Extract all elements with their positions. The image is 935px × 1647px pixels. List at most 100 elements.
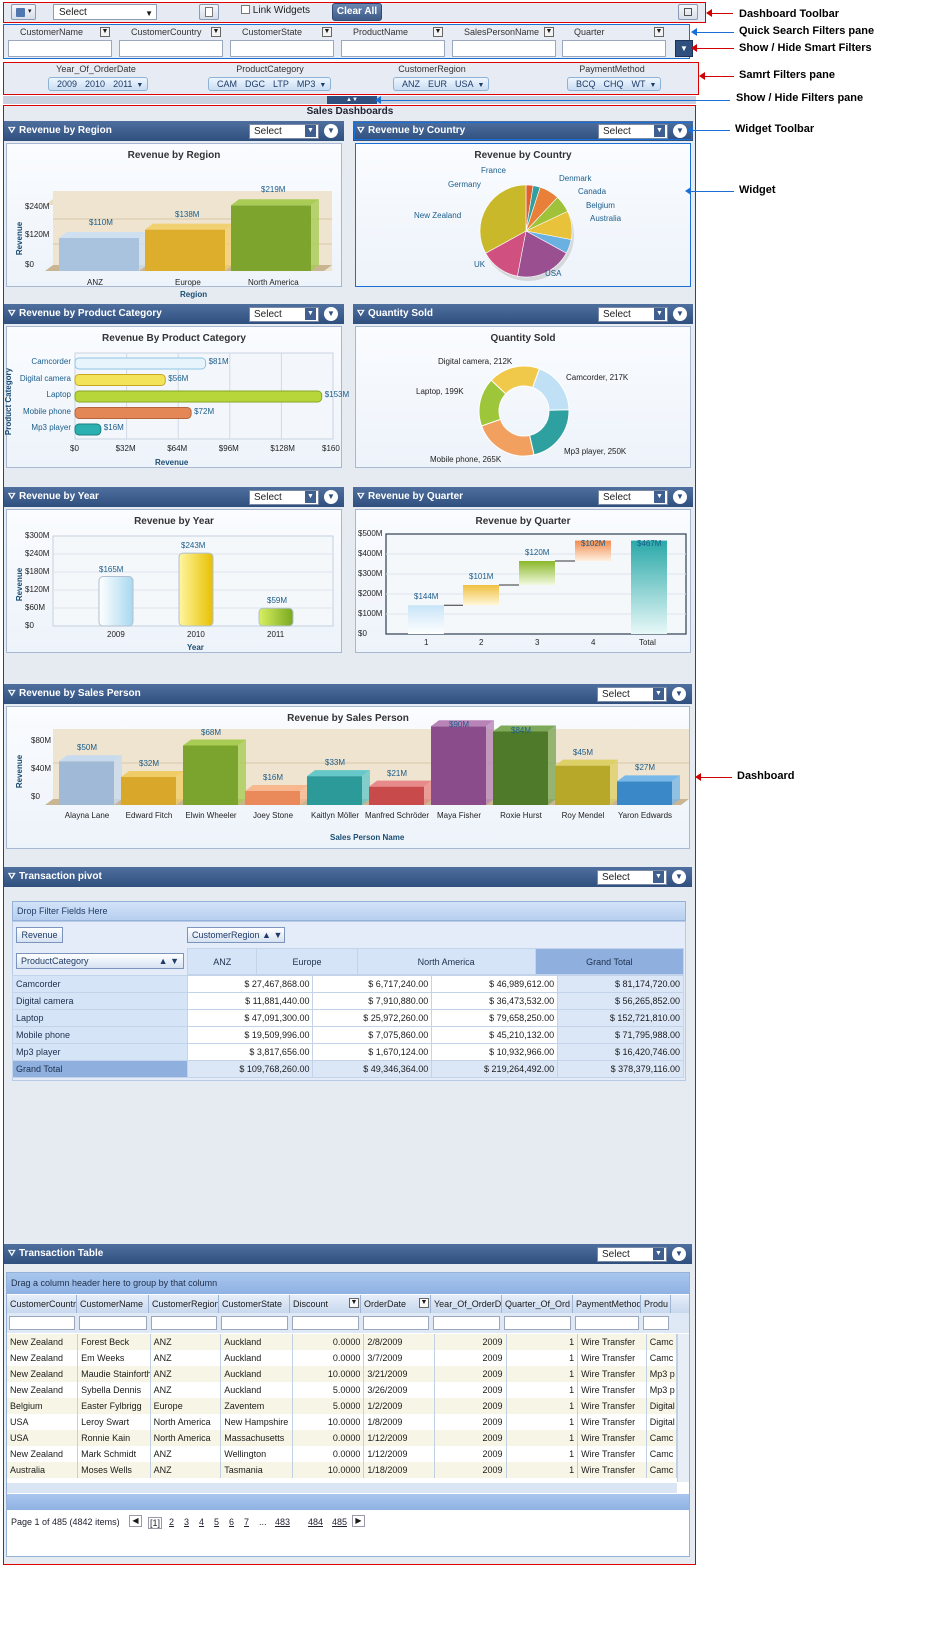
year-chart <box>52 535 334 627</box>
filter-menu-button[interactable]: ▼ <box>322 27 332 37</box>
page-link[interactable]: [1] <box>148 1517 163 1529</box>
widget-menu-button[interactable]: ▼ <box>324 307 338 321</box>
page-link[interactable]: 2 <box>169 1517 175 1527</box>
show-hide-filters-button[interactable]: ▲▼ <box>327 96 377 104</box>
table-row[interactable]: New Zealand Mark Schmidt ANZ Wellington 0.00… <box>7 1446 678 1462</box>
column-filter-input[interactable] <box>79 1316 147 1330</box>
filter-menu-button[interactable]: ▼ <box>654 27 664 37</box>
column-header[interactable]: Year_Of_OrderD <box>431 1295 502 1313</box>
table-row[interactable]: New Zealand Maudie Stainforth ANZ Auckland 1… <box>7 1366 678 1382</box>
restore-button[interactable] <box>678 4 698 20</box>
widget-select[interactable]: Select▼ <box>249 307 319 322</box>
table-cell: 3/21/2009 <box>363 1366 435 1382</box>
table-row[interactable]: New Zealand Forest Beck ANZ Auckland 0.0000 2… <box>7 1334 678 1350</box>
prev-page-button[interactable]: ◀ <box>129 1515 142 1527</box>
column-header[interactable]: OrderDate <box>361 1295 431 1313</box>
widget-select[interactable]: Select▼ <box>249 490 319 505</box>
show-hide-smart-filters-button[interactable]: ▼ <box>675 40 693 57</box>
filter-menu-button[interactable]: ▼ <box>419 1298 429 1308</box>
vertical-scrollbar[interactable] <box>677 1334 689 1482</box>
column-header[interactable]: Discount <box>290 1295 361 1313</box>
smart-filter-values[interactable]: CAM DGC LTP MP3 ▼ <box>208 77 332 91</box>
quick-filter-input[interactable] <box>8 40 112 57</box>
dashboard-select[interactable]: Select ▼ <box>53 4 157 20</box>
column-header[interactable]: Produ <box>641 1295 671 1313</box>
column-filter-input[interactable] <box>363 1316 429 1330</box>
widget-menu-button[interactable]: ▼ <box>672 1247 686 1261</box>
column-header[interactable]: CustomerRegion <box>149 1295 219 1313</box>
widget-menu-button[interactable]: ▼ <box>672 870 686 884</box>
link-widgets-toggle[interactable]: Link Widgets <box>241 5 310 16</box>
widget-select[interactable]: Select▼ <box>249 124 319 139</box>
widget-body: Revenue By Product Category Camcorder Digi… <box>4 326 349 468</box>
widget-menu-button[interactable]: ▼ <box>673 124 687 138</box>
column-filter-input[interactable] <box>9 1316 75 1330</box>
table-row[interactable]: New Zealand Sybella Dennis ANZ Auckland 5.00… <box>7 1382 678 1398</box>
page-link[interactable]: 3 <box>184 1517 190 1527</box>
smart-filter-values[interactable]: ANZ EUR USA ▼ <box>393 77 490 91</box>
column-filter-input[interactable] <box>575 1316 639 1330</box>
smart-filter-values[interactable]: 2009 2010 2011 ▼ <box>48 77 149 91</box>
quick-filter-input[interactable] <box>562 40 666 57</box>
page-link[interactable]: 484 <box>308 1517 324 1527</box>
column-header[interactable]: CustomerCountr <box>7 1295 77 1313</box>
next-page-button[interactable]: ▶ <box>352 1515 365 1527</box>
table-row[interactable]: USA Leroy Swart North America New Hampshire… <box>7 1414 678 1430</box>
page-link[interactable]: 4 <box>199 1517 205 1527</box>
page-link[interactable]: 6 <box>229 1517 235 1527</box>
table-cell: Maudie Stainforth <box>77 1366 151 1382</box>
pivot-row: Mobile phone $ 19,509,996.00 $ 7,075,860.0… <box>12 1026 684 1044</box>
quick-filter-input[interactable] <box>119 40 223 57</box>
widget-select[interactable]: Select▼ <box>598 307 668 322</box>
widget-menu-button[interactable]: ▼ <box>324 490 338 504</box>
table-row[interactable]: Australia Moses Wells ANZ Tasmania 10.0000 1/… <box>7 1462 678 1478</box>
table-row[interactable]: USA Ronnie Kain North America Massachusetts… <box>7 1430 678 1446</box>
widget-menu-button[interactable]: ▼ <box>673 490 687 504</box>
widget-menu-button[interactable]: ▼ <box>673 307 687 321</box>
widget-menu-button[interactable]: ▼ <box>672 687 686 701</box>
column-header[interactable]: CustomerName <box>77 1295 149 1313</box>
widget-menu-button[interactable]: ▼ <box>324 124 338 138</box>
column-filter-input[interactable] <box>504 1316 571 1330</box>
column-header[interactable]: PaymentMethod <box>573 1295 641 1313</box>
column-filter-input[interactable] <box>643 1316 669 1330</box>
clear-all-button[interactable]: Clear All <box>332 3 382 21</box>
filter-icon: ⛛ <box>357 308 365 318</box>
filter-menu-button[interactable]: ▼ <box>211 27 221 37</box>
table-row[interactable]: New Zealand Em Weeks ANZ Auckland 0.0000 3/7/… <box>7 1350 678 1366</box>
row-field-button[interactable]: ProductCategory ▲ ▼ <box>16 953 184 969</box>
measure-field-button[interactable]: Revenue <box>16 927 63 943</box>
y-axis-label: Product Category <box>4 367 14 436</box>
column-filter-input[interactable] <box>292 1316 359 1330</box>
quick-filter-input[interactable] <box>452 40 556 57</box>
save-button[interactable]: ▾ <box>11 4 36 20</box>
horizontal-scrollbar[interactable] <box>7 1483 677 1493</box>
column-header[interactable]: Quarter_Of_Ord <box>502 1295 573 1313</box>
page-link[interactable]: 7 <box>244 1517 250 1527</box>
widget-select[interactable]: Select▼ <box>598 490 668 505</box>
export-button[interactable] <box>199 4 219 20</box>
quick-filter-input[interactable] <box>230 40 334 57</box>
filter-menu-button[interactable]: ▼ <box>433 27 443 37</box>
page-link[interactable]: 485 <box>332 1517 348 1527</box>
column-filter-input[interactable] <box>433 1316 500 1330</box>
checkbox[interactable] <box>241 5 250 14</box>
page-link[interactable]: 483 <box>275 1517 291 1527</box>
column-header[interactable]: CustomerState <box>219 1295 290 1313</box>
smart-filter-values[interactable]: BCQ CHQ WT ▼ <box>567 77 662 91</box>
widget-select[interactable]: Select▼ <box>597 687 667 702</box>
widget-select[interactable]: Select▼ <box>598 124 668 139</box>
quarter-chart <box>385 533 687 635</box>
table-row[interactable]: Belgium Easter Fylbrigg Europe Zaventem 5.00… <box>7 1398 678 1414</box>
column-filter-input[interactable] <box>221 1316 288 1330</box>
column-filter-input[interactable] <box>151 1316 217 1330</box>
filter-menu-button[interactable]: ▼ <box>100 27 110 37</box>
quick-filter-input[interactable] <box>341 40 445 57</box>
page-link[interactable]: 5 <box>214 1517 220 1527</box>
filter-menu-button[interactable]: ▼ <box>544 27 554 37</box>
filter-menu-button[interactable]: ▼ <box>349 1298 359 1308</box>
widget-select[interactable]: Select▼ <box>597 1247 667 1262</box>
column-field-button[interactable]: CustomerRegion ▲ ▼ <box>187 927 285 943</box>
sort-icon: ▲ ▼ <box>259 930 283 940</box>
widget-select[interactable]: Select▼ <box>597 870 667 885</box>
